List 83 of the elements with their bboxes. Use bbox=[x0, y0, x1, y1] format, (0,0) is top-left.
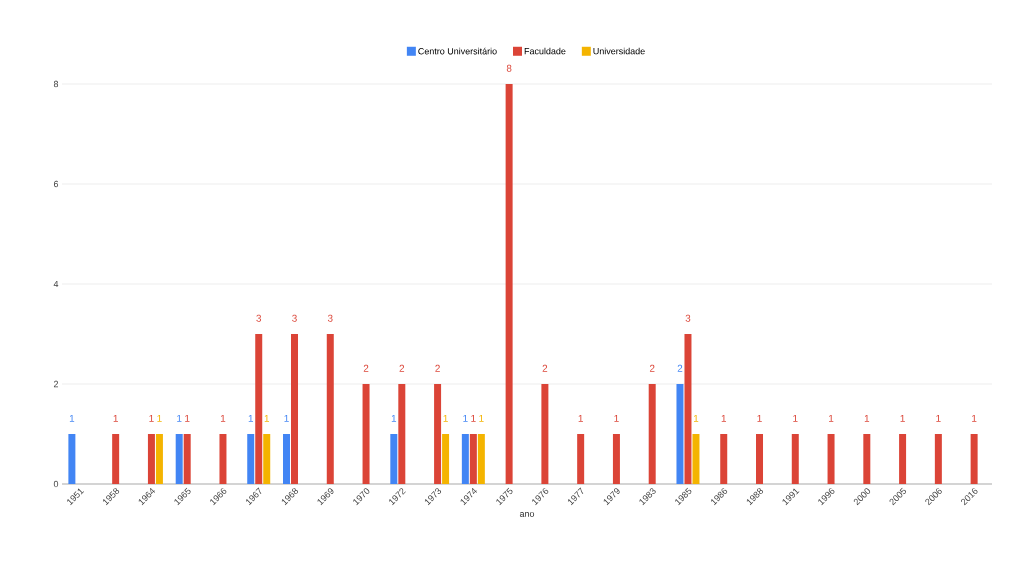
bar bbox=[684, 334, 692, 484]
bar bbox=[477, 434, 485, 484]
bar bbox=[791, 434, 799, 484]
bar bbox=[247, 434, 255, 484]
bar bbox=[147, 434, 155, 484]
data-label: 3 bbox=[256, 314, 262, 322]
bar bbox=[505, 84, 513, 484]
y-tick-label: 6 bbox=[53, 180, 59, 188]
bar bbox=[434, 384, 442, 484]
y-tick-label: 8 bbox=[53, 80, 59, 88]
bar bbox=[398, 384, 406, 484]
data-label: 1 bbox=[264, 414, 270, 422]
bar bbox=[183, 434, 191, 484]
data-label: 2 bbox=[542, 364, 548, 372]
bar bbox=[390, 434, 398, 484]
data-label: 1 bbox=[972, 414, 977, 422]
y-tick-label: 0 bbox=[53, 480, 59, 488]
bar bbox=[469, 434, 477, 484]
bar bbox=[934, 434, 942, 484]
data-label: 1 bbox=[471, 414, 476, 422]
data-label: 1 bbox=[391, 414, 397, 422]
data-label: 2 bbox=[363, 364, 369, 372]
data-label: 1 bbox=[864, 414, 870, 422]
bar bbox=[577, 434, 585, 484]
bar bbox=[112, 434, 120, 484]
bar bbox=[827, 434, 835, 484]
bar bbox=[68, 434, 76, 484]
data-label: 2 bbox=[649, 364, 655, 372]
data-label: 1 bbox=[463, 414, 468, 422]
data-label: 1 bbox=[157, 414, 162, 422]
data-label: 1 bbox=[248, 414, 254, 422]
bar bbox=[648, 384, 656, 484]
legend-label: Centro Universitário bbox=[418, 47, 497, 55]
bar bbox=[461, 434, 469, 484]
data-label: 1 bbox=[479, 414, 484, 422]
data-label: 3 bbox=[327, 314, 333, 322]
bar bbox=[863, 434, 871, 484]
legend-label: Universidade bbox=[593, 47, 645, 55]
x-axis-title: ano bbox=[519, 512, 535, 517]
data-label: 1 bbox=[721, 414, 727, 422]
bar bbox=[970, 434, 978, 484]
bar bbox=[263, 434, 271, 484]
bar bbox=[676, 384, 684, 484]
data-label: 1 bbox=[69, 414, 75, 422]
bar bbox=[362, 384, 370, 484]
bar bbox=[155, 434, 163, 484]
data-label: 1 bbox=[793, 414, 798, 422]
data-label: 1 bbox=[829, 414, 834, 422]
bar bbox=[175, 434, 183, 484]
data-label: 8 bbox=[506, 64, 512, 72]
data-label: 1 bbox=[185, 414, 190, 422]
data-label: 1 bbox=[284, 414, 289, 422]
data-label: 1 bbox=[693, 414, 699, 422]
data-label: 1 bbox=[113, 414, 118, 422]
bar bbox=[291, 334, 298, 484]
bar bbox=[541, 384, 549, 484]
bar bbox=[326, 334, 334, 484]
data-label: 2 bbox=[399, 364, 405, 372]
bar bbox=[899, 434, 907, 484]
data-label: 1 bbox=[614, 414, 619, 422]
data-label: 1 bbox=[578, 414, 583, 422]
data-label: 1 bbox=[177, 414, 182, 422]
data-label: 1 bbox=[757, 414, 762, 422]
data-label: 1 bbox=[149, 414, 154, 422]
legend-label: Faculdade bbox=[524, 47, 566, 55]
data-label: 3 bbox=[685, 314, 691, 322]
data-label: 3 bbox=[292, 314, 297, 322]
bar bbox=[283, 434, 290, 484]
bar bbox=[442, 434, 450, 484]
data-label: 1 bbox=[936, 414, 941, 422]
data-label: 2 bbox=[435, 364, 440, 372]
y-tick-label: 2 bbox=[53, 380, 59, 388]
bar bbox=[692, 434, 700, 484]
bar bbox=[720, 434, 728, 484]
data-label: 1 bbox=[220, 414, 226, 422]
bar bbox=[219, 434, 227, 484]
data-label: 1 bbox=[443, 414, 448, 422]
y-tick-label: 4 bbox=[53, 280, 59, 288]
data-label: 2 bbox=[677, 364, 683, 372]
bar bbox=[612, 434, 620, 484]
bar bbox=[756, 434, 764, 484]
bar bbox=[255, 334, 263, 484]
data-label: 1 bbox=[900, 414, 905, 422]
